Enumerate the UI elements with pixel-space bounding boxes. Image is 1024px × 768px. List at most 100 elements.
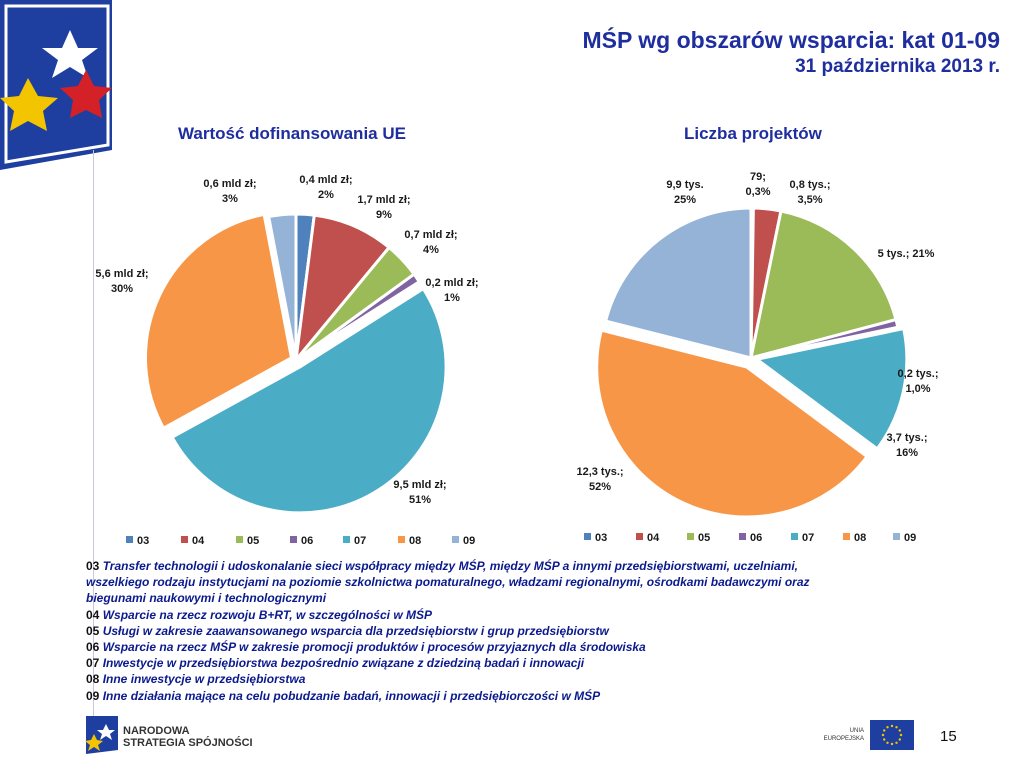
ue-logo-text: UNIA EUROPEJSKA: [822, 727, 864, 743]
eu-star: [886, 726, 889, 729]
slide-subtitle: 31 października 2013 r.: [795, 56, 1000, 77]
legend-label-08: 08: [409, 535, 421, 547]
nss-line-1: NARODOWA: [123, 725, 190, 737]
data-label-04: 1,7 mld zł; 9%: [357, 194, 410, 221]
category-descriptions: 03 Transfer technologii i udoskonalanie …: [86, 558, 986, 704]
pie-slice-09: [266, 212, 298, 361]
eu-star: [895, 726, 898, 729]
pie-slice-04: [293, 213, 392, 365]
eu-star: [890, 742, 894, 746]
legend-swatch-08: [398, 536, 405, 543]
slide-title-block: MŚP wg obszarów wsparcia: kat 01-09 31 p…: [582, 26, 1000, 80]
legend-label-06: 06: [301, 535, 313, 547]
description-line: 06 Wsparcie na rzecz MŚP w zakresie prom…: [86, 639, 986, 655]
data-label-03: 0,4 mld zł; 2%: [299, 174, 352, 201]
description-code: 04: [86, 607, 103, 622]
regional-flag-logo: [0, 0, 112, 170]
legend-label-08: 08: [854, 532, 866, 544]
description-text: biegunami naukowymi i technologicznymi: [86, 591, 327, 606]
pie-slice-07: [170, 286, 448, 515]
pie-slice-06: [295, 272, 422, 362]
legend-label-06: 06: [750, 532, 762, 544]
legend-swatch-05: [236, 536, 243, 543]
legend-swatch-07: [791, 533, 798, 540]
data-label-07: 9,5 mld zł; 51%: [393, 479, 446, 506]
legend-label-03: 03: [137, 535, 149, 547]
nss-line-2: STRATEGIA SPÓJNOŚCI: [123, 737, 253, 749]
eu-star: [886, 741, 889, 744]
data-label-08: 12,3 tys.; 52%: [576, 466, 623, 493]
eu-star: [898, 729, 901, 732]
description-code: 06: [86, 640, 103, 655]
description-line: 04 Wsparcie na rzecz rozwoju B+RT, w szc…: [86, 607, 986, 623]
description-code: 08: [86, 672, 103, 687]
description-line: 03 Transfer technologii i udoskonalanie …: [86, 558, 986, 574]
chart-2-title: Liczba projektów: [684, 124, 822, 143]
legend-label-03: 03: [595, 532, 607, 544]
data-label-09: 9,9 tys. 25%: [666, 179, 703, 206]
legend-label-07: 07: [354, 535, 366, 547]
legend-label-05: 05: [698, 532, 710, 544]
description-code: 07: [86, 656, 103, 671]
data-label-06: 0,2 mld zł; 1%: [425, 277, 478, 304]
legend-label-05: 05: [247, 535, 259, 547]
description-code: 03: [86, 559, 103, 573]
description-code: 05: [86, 623, 103, 638]
legend-swatch-09: [893, 533, 900, 540]
data-label-07: 3,7 tys.; 16%: [887, 432, 928, 459]
data-label-06: 0,2 tys.; 1,0%: [898, 368, 939, 395]
legend-swatch-09: [452, 536, 459, 543]
description-line: 08 Inne inwestycje w przedsiębiorstwa: [86, 671, 986, 687]
legend-swatch-08: [843, 533, 850, 540]
eu-star: [898, 738, 901, 741]
vertical-divider: [93, 150, 94, 720]
pie-slice-06: [750, 317, 900, 360]
legend-swatch-03: [584, 533, 591, 540]
legend-swatch-07: [343, 536, 350, 543]
data-label-08: 5,6 mld zł; 30%: [95, 268, 148, 295]
data-label-05: 5 tys.; 21%: [878, 248, 935, 260]
description-text: Inne inwestycje w przedsiębiorstwa: [102, 672, 306, 687]
eu-star: [883, 729, 886, 732]
description-line: 09 Inne działania mające na celu pobudza…: [86, 688, 986, 704]
data-label-03: 79; 0,3%: [745, 171, 770, 198]
description-code: 09: [86, 688, 103, 703]
legend-swatch-05: [687, 533, 694, 540]
legend-label-09: 09: [904, 532, 916, 544]
legend-swatch-06: [290, 536, 297, 543]
legend-swatch-03: [126, 536, 133, 543]
legend-label-07: 07: [802, 532, 814, 544]
legend-label-09: 09: [463, 535, 475, 547]
legend-label-04: 04: [192, 535, 205, 547]
ue-line-2: EUROPEJSKA: [823, 736, 864, 742]
pie-slice-07: [753, 326, 909, 451]
page-number: 15: [940, 728, 957, 745]
description-text: Wsparcie na rzecz MŚP w zakresie promocj…: [102, 640, 646, 655]
description-text: Usługi w zakresie zaawansowanego wsparci…: [102, 623, 609, 638]
ue-line-1: UNIA: [849, 728, 864, 734]
description-text: Inwestycje w przedsiębiorstwa bezpośredn…: [102, 656, 585, 671]
nss-logo-text: NARODOWA STRATEGIA SPÓJNOŚCI: [123, 725, 253, 749]
description-line: biegunami naukowymi i technologicznymi: [86, 590, 986, 606]
eu-star: [883, 738, 886, 741]
description-text: Inne działania mające na celu pobudzanie…: [102, 688, 601, 703]
eu-star: [899, 733, 903, 737]
description-line: wszelkiego rodzaju instytucjami na pozio…: [86, 574, 986, 590]
description-text: Wsparcie na rzecz rozwoju B+RT, w szczeg…: [102, 607, 432, 622]
description-line: 07 Inwestycje w przedsiębiorstwa bezpośr…: [86, 655, 986, 671]
data-label-09: 0,6 mld zł; 3%: [203, 178, 256, 205]
data-label-05: 0,7 mld zł; 4%: [404, 229, 457, 256]
pie-slice-05: [749, 209, 898, 361]
eu-star: [881, 733, 885, 737]
data-label-04: 0,8 tys.; 3,5%: [790, 179, 831, 206]
pie-slice-08: [144, 212, 294, 431]
legend-swatch-04: [181, 536, 188, 543]
pie-slice-09: [603, 206, 753, 360]
description-text: wszelkiego rodzaju instytucjami na pozio…: [86, 575, 810, 590]
description-text: Transfer technologii i udoskonalanie sie…: [102, 559, 799, 573]
legend-label-04: 04: [647, 532, 660, 544]
eu-star: [895, 741, 898, 744]
description-line: 05 Usługi w zakresie zaawansowanego wspa…: [86, 623, 986, 639]
pie-slice-08: [595, 328, 870, 519]
